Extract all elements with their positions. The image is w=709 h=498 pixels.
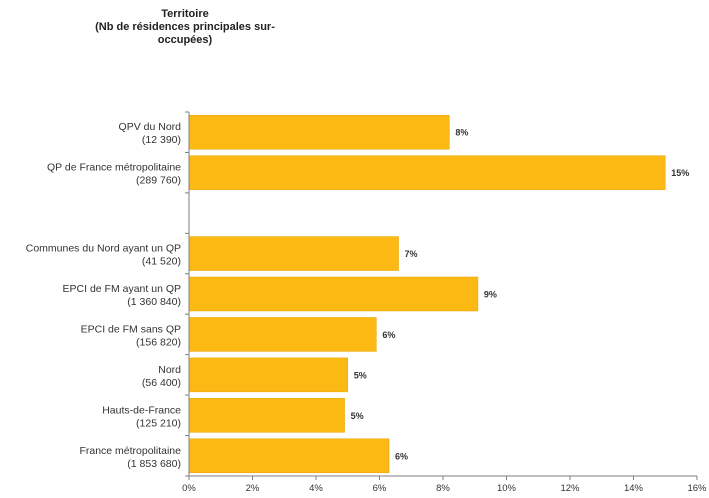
x-tick-label-7: 14% bbox=[624, 483, 644, 493]
category-sublabel-6: (56 400) bbox=[142, 377, 181, 389]
category-label-1: QP de France métropolitaine bbox=[47, 162, 181, 174]
x-tick-label-6: 12% bbox=[560, 483, 580, 493]
category-label-3: Communes du Nord ayant un QP bbox=[26, 243, 181, 255]
bar-5 bbox=[188, 317, 377, 352]
x-tick-label-8: 16% bbox=[687, 483, 707, 493]
x-tick-label-3: 6% bbox=[373, 483, 387, 493]
data-label-5: 6% bbox=[382, 330, 395, 340]
data-label-6: 5% bbox=[354, 370, 367, 380]
x-tick-label-5: 10% bbox=[497, 483, 517, 493]
category-label-8: France métropolitaine bbox=[79, 445, 181, 457]
data-label-8: 6% bbox=[395, 451, 408, 461]
bar-7 bbox=[188, 398, 345, 433]
category-label-5: EPCI de FM sans QP bbox=[81, 323, 181, 335]
category-label-4: EPCI de FM ayant un QP bbox=[63, 283, 181, 295]
category-sublabel-0: (12 390) bbox=[142, 134, 181, 146]
category-sublabel-5: (156 820) bbox=[136, 336, 181, 348]
y-axis-title: Territoire (Nb de résidences principales… bbox=[95, 8, 275, 46]
category-label-7: Hauts-de-France bbox=[102, 404, 181, 416]
category-sublabel-8: (1 853 680) bbox=[127, 458, 181, 470]
data-label-0: 8% bbox=[455, 128, 468, 138]
category-sublabel-4: (1 360 840) bbox=[127, 296, 181, 308]
category-sublabel-1: (289 760) bbox=[136, 175, 181, 187]
bar-0 bbox=[188, 114, 450, 150]
x-tick-label-2: 4% bbox=[309, 483, 323, 493]
bar-1 bbox=[188, 155, 666, 190]
bar-6 bbox=[188, 357, 348, 393]
bar-8 bbox=[188, 438, 390, 474]
bar-4 bbox=[188, 276, 479, 312]
category-label-0: QPV du Nord bbox=[119, 121, 182, 133]
data-label-4: 9% bbox=[484, 290, 497, 300]
data-label-7: 5% bbox=[351, 411, 364, 421]
category-sublabel-3: (41 520) bbox=[142, 256, 181, 268]
category-sublabel-7: (125 210) bbox=[136, 417, 181, 429]
data-label-3: 7% bbox=[405, 249, 418, 259]
category-label-6: Nord bbox=[158, 364, 181, 376]
data-label-1: 15% bbox=[671, 168, 689, 178]
bar-3 bbox=[188, 236, 399, 271]
x-tick-label-0: 0% bbox=[182, 483, 196, 493]
x-tick-label-4: 8% bbox=[436, 483, 450, 493]
x-tick-label-1: 2% bbox=[246, 483, 260, 493]
